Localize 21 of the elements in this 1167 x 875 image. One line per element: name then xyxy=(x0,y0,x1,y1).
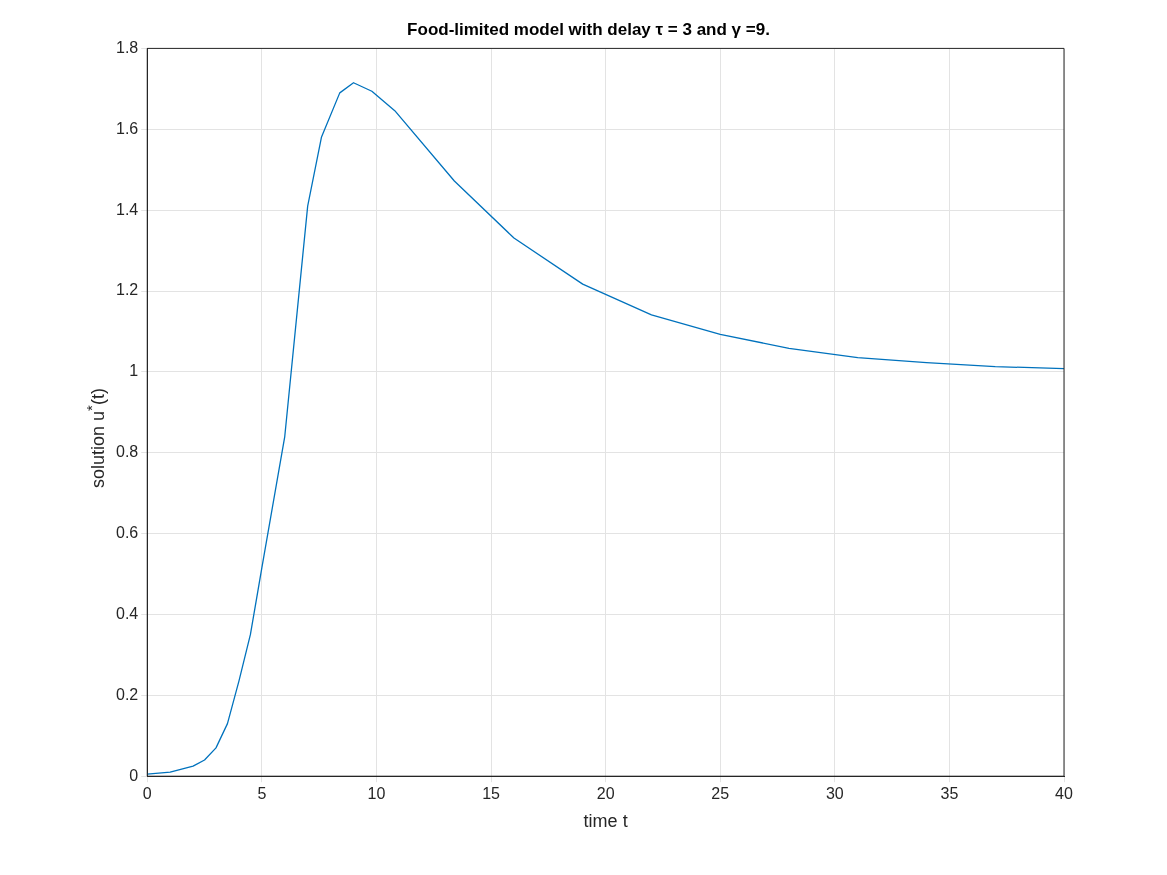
x-tick-label: 5 xyxy=(257,785,267,803)
x-axis-title: time t xyxy=(583,811,628,832)
x-tick-label: 30 xyxy=(825,785,844,803)
y-tick-label: 0.6 xyxy=(115,524,139,542)
y-tick-label: 0.4 xyxy=(115,604,139,622)
y-tick-label: 1.6 xyxy=(115,119,139,137)
x-tick-label: 40 xyxy=(1055,785,1073,803)
y-tick-label: 0.8 xyxy=(115,443,139,461)
x-tick-label: 25 xyxy=(711,785,730,803)
y-tick-label: 1 xyxy=(129,362,139,380)
y-tick-label: 0 xyxy=(129,766,139,784)
x-tick-label: 35 xyxy=(940,785,959,803)
y-tick-label: 1.4 xyxy=(115,200,139,218)
x-tick-label: 15 xyxy=(482,785,501,803)
x-tick-label: 20 xyxy=(596,785,615,803)
y-tick-label: 0.2 xyxy=(115,685,139,703)
y-tick-label: 1.8 xyxy=(115,38,139,56)
x-tick-label: 10 xyxy=(367,785,386,803)
chart-title: Food-limited model with delay τ = 3 and γ =9. xyxy=(407,19,770,39)
x-tick-label: 0 xyxy=(142,785,152,803)
y-tick-label: 1.2 xyxy=(115,281,139,299)
